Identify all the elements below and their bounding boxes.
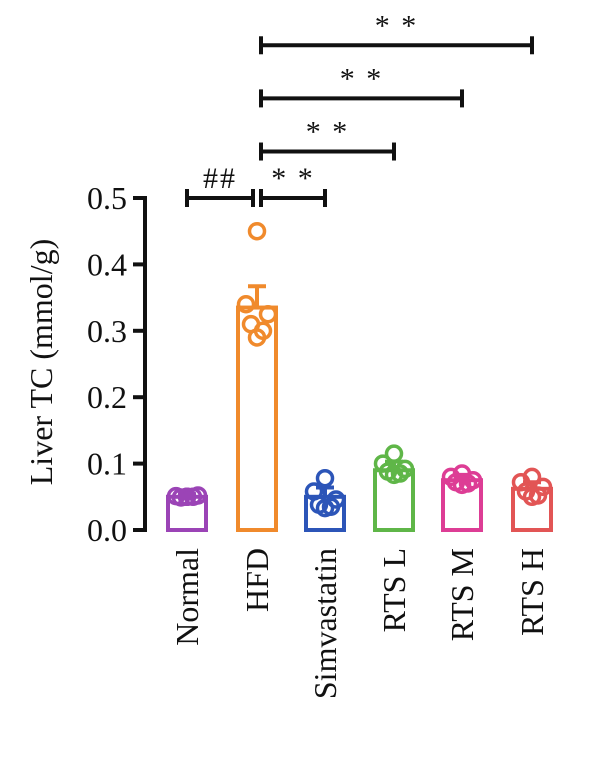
- y-tick-label: 0.3: [87, 313, 127, 349]
- data-point: [236, 294, 256, 314]
- data-point: [384, 444, 404, 463]
- x-tick-label: RTS L: [376, 548, 412, 632]
- data-points: [166, 221, 553, 518]
- x-axis-labels: Normal HFD Simvastatin RTS L RTS M RTS H: [169, 548, 550, 699]
- data-point: [452, 475, 472, 495]
- y-tick-label: 0.0: [87, 512, 127, 548]
- x-tick-label: RTS M: [444, 548, 480, 641]
- x-tick-label: HFD: [239, 548, 275, 612]
- significance-label: * *: [271, 162, 315, 195]
- significance-label: * *: [375, 9, 419, 42]
- y-tick-label: 0.2: [87, 379, 127, 415]
- data-point: [177, 487, 197, 507]
- data-point: [247, 221, 267, 241]
- significance-label: * *: [340, 62, 384, 95]
- y-tick-label: 0.4: [87, 246, 127, 282]
- data-point: [183, 487, 203, 507]
- data-point: [315, 498, 335, 518]
- x-tick-label: RTS H: [514, 548, 550, 636]
- y-tick-label: 0.1: [87, 446, 127, 482]
- significance-label: * *: [306, 116, 350, 149]
- x-tick-label: Normal: [169, 548, 205, 646]
- bars: [166, 284, 553, 533]
- data-point: [384, 465, 404, 485]
- bar: [236, 305, 278, 532]
- data-point: [258, 304, 278, 324]
- data-point: [522, 487, 542, 507]
- data-point: [247, 328, 267, 347]
- y-axis-label: Liver TC (mmol/g): [23, 239, 59, 485]
- data-point: [315, 468, 335, 488]
- x-tick-label: Simvastatin: [307, 548, 343, 699]
- y-tick-label: 0.5: [87, 180, 127, 216]
- significance-brackets: ## * * * * * * * *: [185, 9, 534, 207]
- data-point: [511, 472, 531, 492]
- significance-label: ##: [203, 162, 237, 195]
- y-axis: 0.0 0.1 0.2 0.3 0.4 0.5: [87, 180, 147, 548]
